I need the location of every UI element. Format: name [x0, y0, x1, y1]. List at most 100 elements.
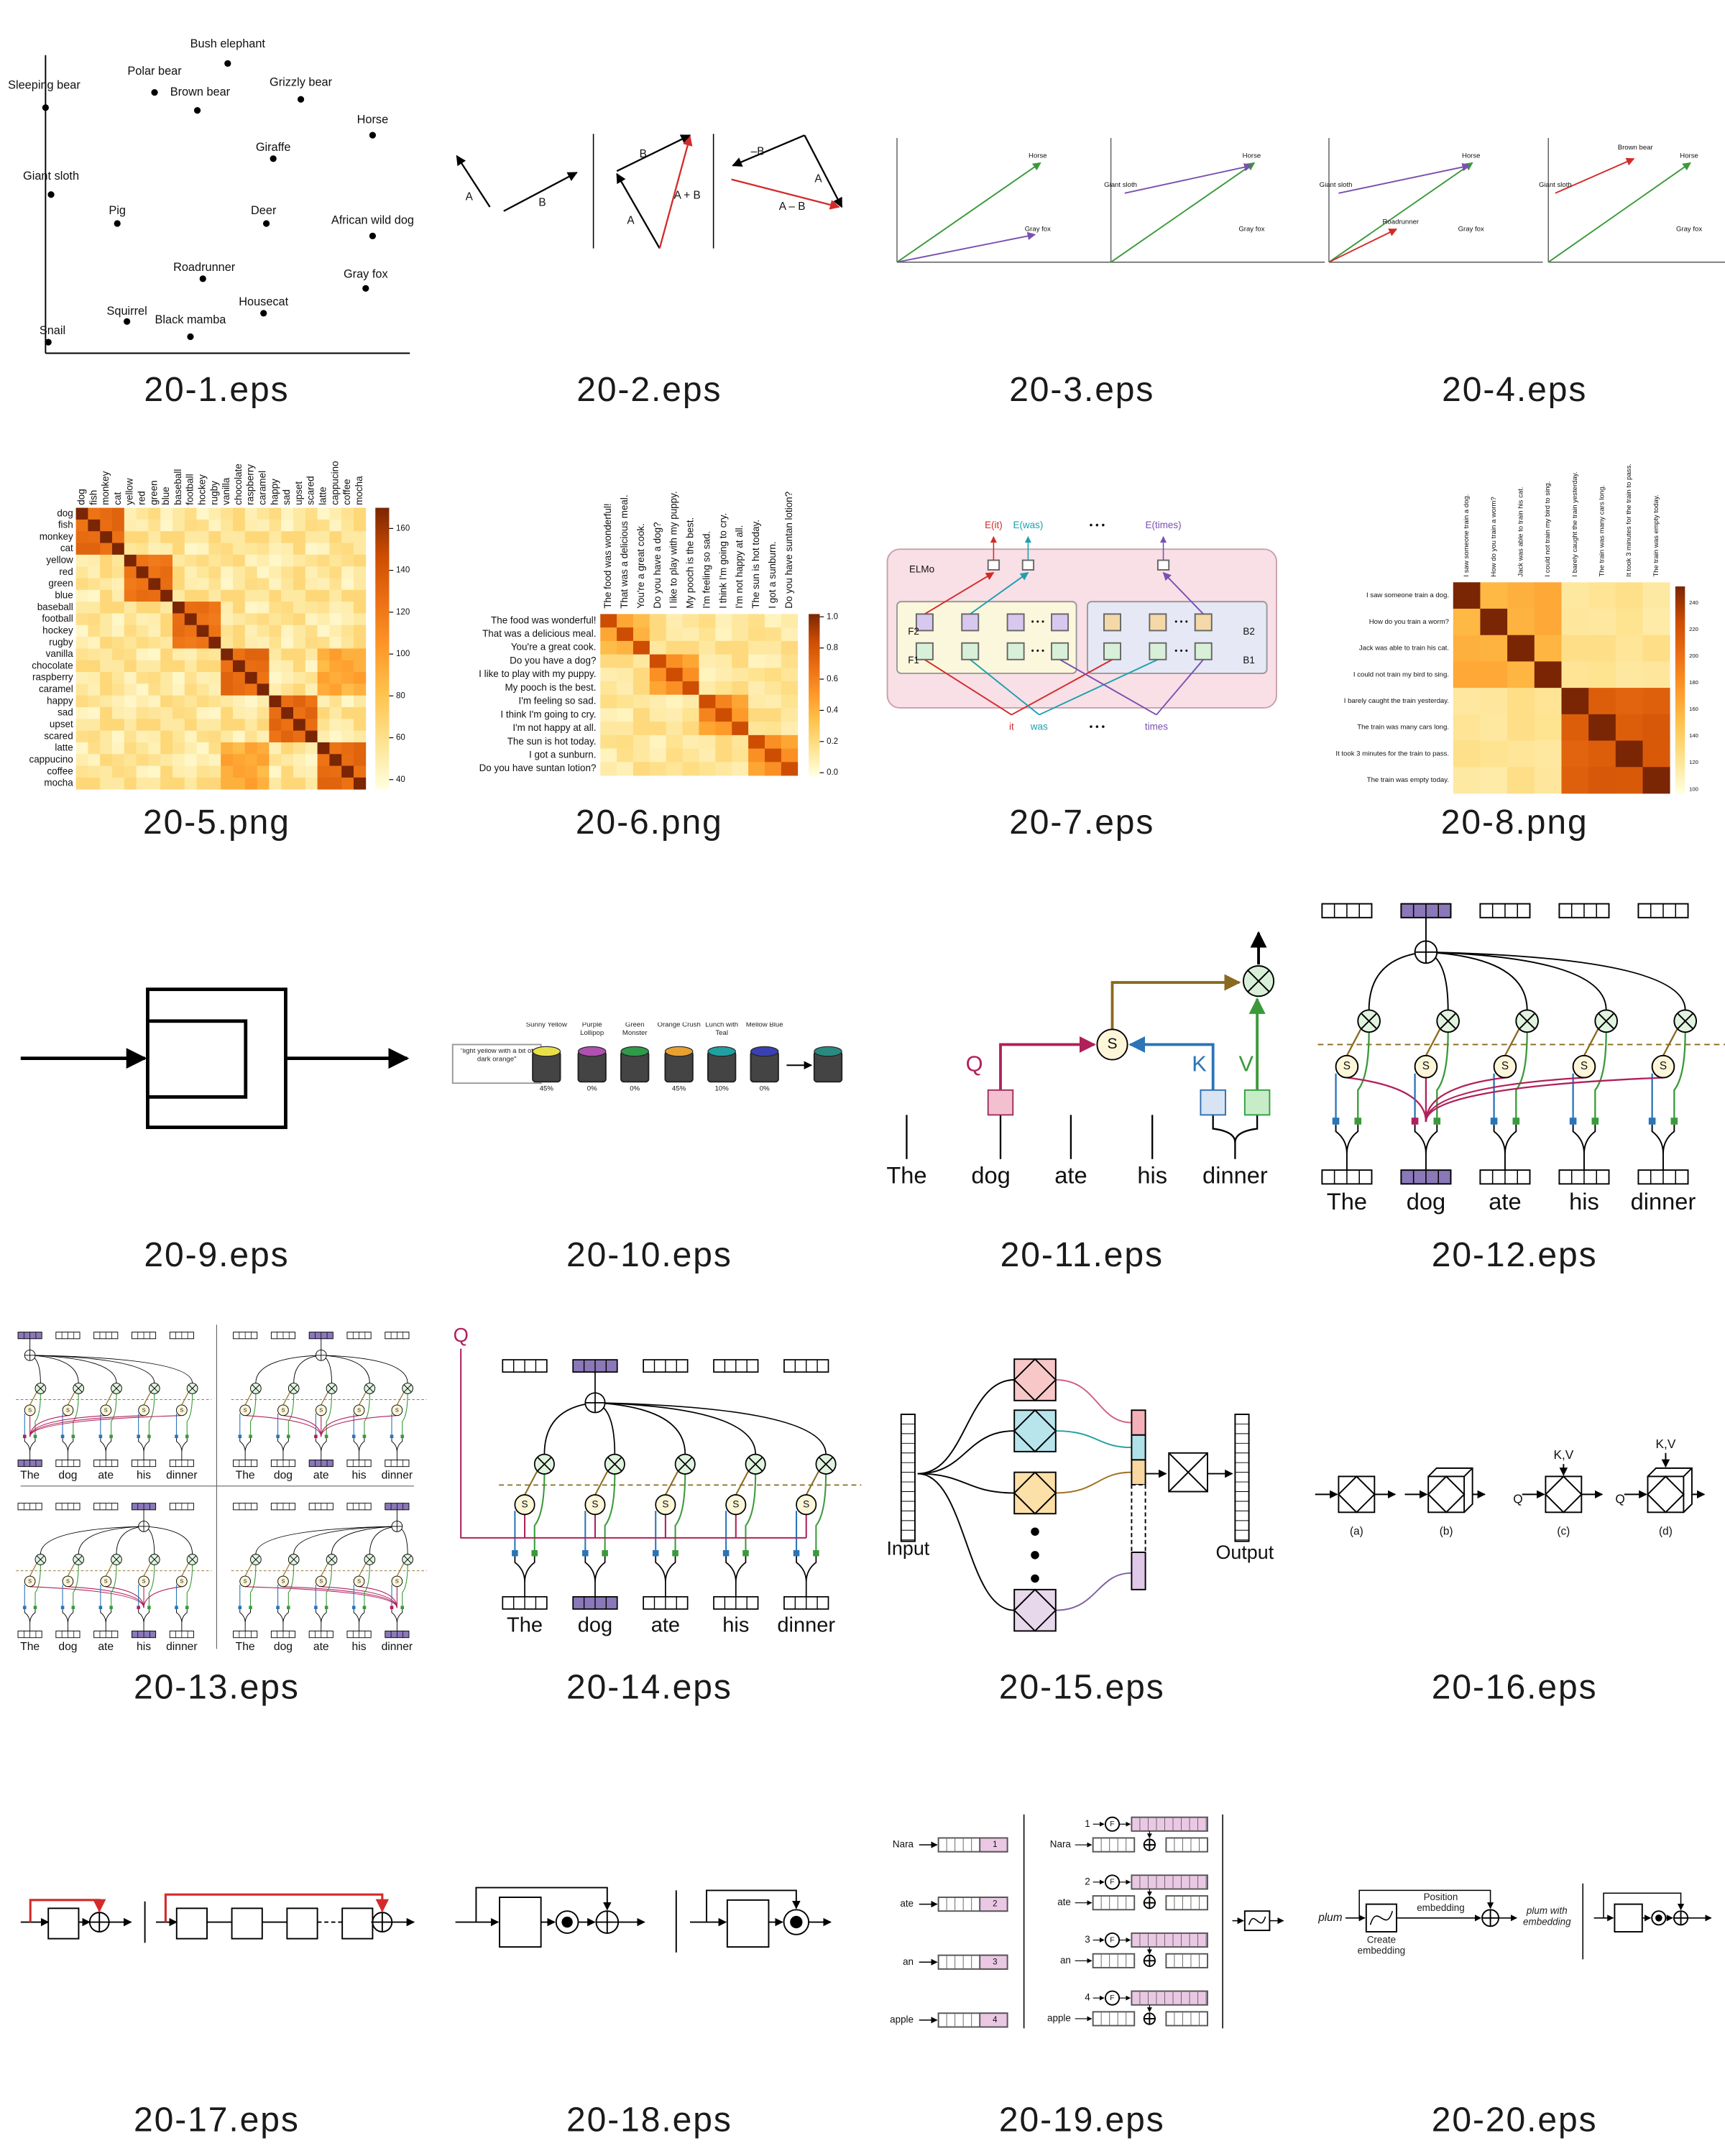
label: dinner — [166, 1470, 198, 1482]
heatmap-cell — [682, 762, 699, 776]
connector — [186, 1393, 193, 1437]
heatmap-cell — [682, 627, 699, 642]
connector — [105, 1392, 113, 1406]
heatmap-cell — [75, 695, 88, 708]
connector — [1368, 951, 1427, 1010]
heatmap-cell — [281, 765, 294, 778]
label: 3 — [1085, 1934, 1090, 1945]
heatmap-cell — [88, 777, 101, 790]
heatmap-cell — [748, 614, 765, 628]
connector — [1547, 162, 1691, 263]
box — [1021, 559, 1035, 571]
heatmap-cell — [329, 754, 342, 766]
label: 120 — [1689, 759, 1698, 765]
connector — [1247, 969, 1270, 992]
file-name: 20-20.eps — [1432, 2101, 1598, 2139]
heatmap-cell — [269, 660, 282, 673]
label: Nara — [1050, 1839, 1072, 1850]
heatmap-cell — [1507, 740, 1535, 768]
label: (b) — [1440, 1525, 1453, 1537]
heatmap-cell — [305, 648, 318, 661]
heatmap-cell — [112, 719, 125, 732]
heatmap-cell — [305, 519, 318, 532]
connector — [1248, 1916, 1266, 1925]
heatmap-cell — [1534, 582, 1562, 609]
heatmap-cell — [124, 531, 137, 543]
connector — [475, 1886, 612, 1922]
heatmap-cell — [233, 578, 246, 591]
heatmap-cell — [329, 637, 342, 649]
heatmap-cell — [124, 507, 137, 520]
label: 45% — [672, 1084, 686, 1092]
heatmap-cell — [341, 566, 354, 579]
connector — [524, 1471, 538, 1496]
heatmap-cell — [112, 625, 125, 637]
label: 0.2 — [827, 737, 838, 746]
connector — [176, 1438, 188, 1460]
heatmap-cell — [148, 660, 161, 673]
connector — [282, 1563, 290, 1577]
heatmap-cell — [732, 708, 749, 722]
heatmap-cell — [354, 531, 367, 543]
heatmap-cell — [341, 719, 354, 732]
heatmap-cell — [124, 637, 137, 649]
heatmap-cell — [100, 554, 113, 567]
connector — [112, 1384, 121, 1393]
heatmap-cell — [305, 531, 318, 543]
heatmap-cell — [196, 625, 209, 637]
heatmap-cell — [781, 762, 799, 776]
node — [277, 1575, 289, 1588]
label: an — [1060, 1955, 1071, 1966]
label: 1.0 — [827, 612, 838, 621]
heatmap-cell — [88, 660, 101, 673]
label: My pooch is the best. — [685, 517, 696, 609]
value-square — [147, 1434, 151, 1439]
connector — [1414, 1124, 1438, 1171]
heatmap-cell — [136, 602, 149, 614]
label: vanilla — [221, 477, 231, 505]
heatmap-cell — [1615, 635, 1643, 662]
heatmap-cell — [257, 625, 270, 637]
heatmap-cell — [341, 683, 354, 696]
heatmap-cell — [196, 683, 209, 696]
label: happy — [269, 479, 280, 505]
diamond — [1338, 1475, 1376, 1514]
heatmap-cell — [148, 672, 161, 684]
heatmap-cell — [112, 637, 125, 649]
heatmap-cell — [269, 543, 282, 556]
key-square — [351, 1606, 356, 1610]
heatmap-cell — [184, 566, 197, 579]
connector — [1647, 1467, 1693, 1513]
heatmap-cell — [244, 566, 257, 579]
heatmap-cell — [196, 660, 209, 673]
label: Gray fox — [1025, 225, 1051, 233]
label: The food was wonderful! — [602, 503, 613, 608]
heatmap-cell — [649, 734, 667, 749]
connector — [543, 1402, 596, 1455]
heatmap-cell — [148, 589, 161, 602]
heatmap-cell — [100, 719, 113, 732]
key-square — [314, 1434, 318, 1439]
heatmap-cell — [196, 719, 209, 732]
connector — [1425, 1028, 1441, 1056]
heatmap-cell — [317, 554, 330, 567]
heatmap-cell — [715, 762, 732, 776]
heatmap-cell — [184, 672, 197, 684]
value-square — [813, 1549, 819, 1557]
dot — [1031, 1527, 1039, 1536]
key-square — [238, 1434, 242, 1439]
heatmap-cell — [293, 566, 306, 579]
connector — [245, 1586, 397, 1608]
label: rugby — [49, 637, 73, 648]
label: S — [1107, 1036, 1117, 1052]
label: dinner — [382, 1470, 413, 1482]
label: mocha — [44, 778, 73, 788]
label: Roadrunner — [173, 261, 236, 274]
node — [514, 1494, 535, 1516]
value-square — [1591, 1118, 1599, 1125]
connector — [78, 1526, 144, 1554]
point — [124, 318, 131, 325]
heatmap-cell — [329, 765, 342, 778]
wrapped-label: "light yellow with a bit of dark orange" — [460, 1049, 533, 1064]
heatmap-cell — [160, 648, 173, 661]
